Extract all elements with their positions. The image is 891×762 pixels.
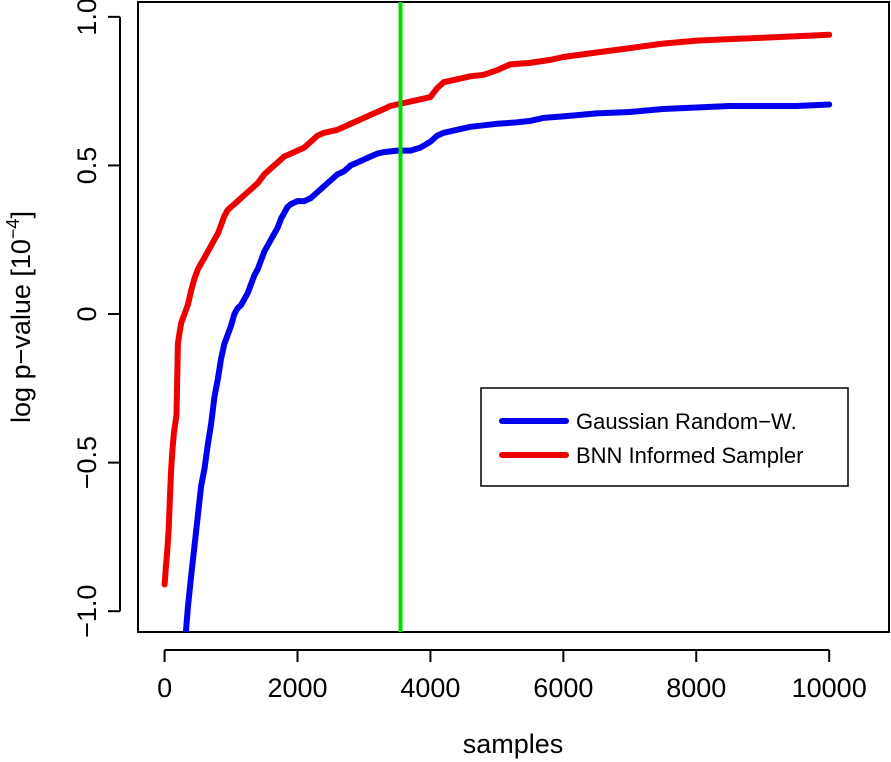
legend-box <box>480 387 849 487</box>
series-line-0 <box>182 101 833 632</box>
series-layer <box>161 2 833 632</box>
plot-frame <box>137 1 890 633</box>
legend: Gaussian Random−W. BNN Informed Sampler <box>480 387 849 487</box>
legend-label-bnn: BNN Informed Sampler <box>576 443 803 468</box>
y-axis: −1.0 −0.5 0 0.5 1.0 <box>72 0 121 638</box>
series-line-1 <box>161 31 833 588</box>
legend-label-gaussian: Gaussian Random−W. <box>576 409 797 434</box>
x-tick-label: 6000 <box>533 673 593 703</box>
y-tick-label: −1.0 <box>72 585 102 638</box>
y-axis-label: log p−value [10−4] <box>3 211 36 423</box>
x-tick-label: 4000 <box>400 673 460 703</box>
y-tick-label: 0 <box>72 307 102 322</box>
y-tick-label: 1.0 <box>72 0 102 36</box>
x-tick-label: 0 <box>157 673 172 703</box>
x-axis-label: samples <box>463 729 564 759</box>
y-tick-label: 0.5 <box>72 147 102 185</box>
y-tick-label: −0.5 <box>72 436 102 489</box>
x-tick-label: 8000 <box>666 673 726 703</box>
x-tick-label: 2000 <box>267 673 327 703</box>
x-axis: 0 2000 4000 6000 8000 10000 <box>157 649 867 703</box>
x-tick-label: 10000 <box>792 673 867 703</box>
